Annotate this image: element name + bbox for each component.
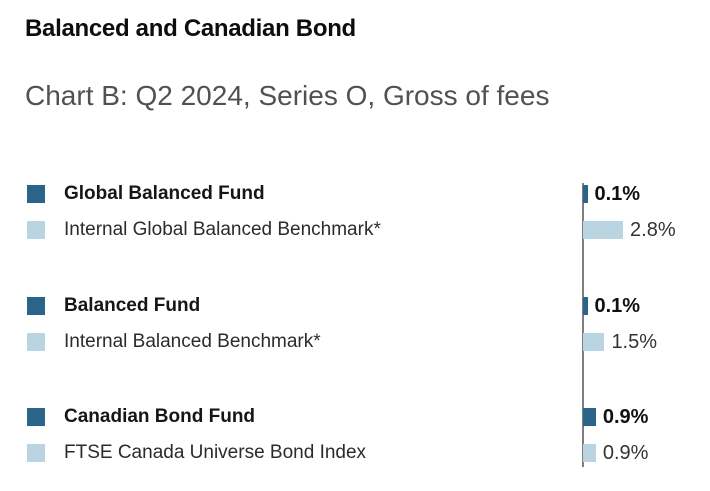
fund-label: Balanced Fund: [64, 295, 201, 316]
fund-value-label: 0.1%: [594, 295, 641, 317]
chart-title: Balanced and Canadian Bond: [25, 15, 356, 42]
fund-bar: [583, 185, 588, 203]
benchmark-bar: [583, 333, 605, 351]
benchmark-label: Internal Balanced Benchmark*: [64, 331, 321, 352]
benchmark-legend-swatch: [27, 444, 45, 462]
benchmark-label: Internal Global Balanced Benchmark*: [64, 219, 381, 240]
fund-legend-swatch: [27, 408, 45, 426]
fund-legend-swatch: [27, 297, 45, 315]
benchmark-bar: [583, 444, 596, 462]
fund-bar: [583, 297, 588, 315]
benchmark-value-label: 1.5%: [611, 331, 658, 353]
benchmark-value-label: 2.8%: [630, 219, 676, 241]
fund-label: Canadian Bond Fund: [64, 406, 256, 427]
fund-label: Global Balanced Fund: [64, 183, 265, 204]
fund-bar: [583, 408, 596, 426]
fund-legend-swatch: [27, 185, 45, 203]
benchmark-bar: [583, 221, 624, 239]
fund-value-label: 0.9%: [602, 406, 649, 428]
fund-value-label: 0.1%: [594, 183, 641, 205]
benchmark-legend-swatch: [27, 333, 45, 351]
benchmark-legend-swatch: [27, 221, 45, 239]
chart-subtitle: Chart B: Q2 2024, Series O, Gross of fee…: [25, 80, 550, 111]
benchmark-value-label: 0.9%: [602, 442, 649, 464]
axis-baseline: [582, 183, 584, 467]
benchmark-label: FTSE Canada Universe Bond Index: [64, 442, 367, 463]
